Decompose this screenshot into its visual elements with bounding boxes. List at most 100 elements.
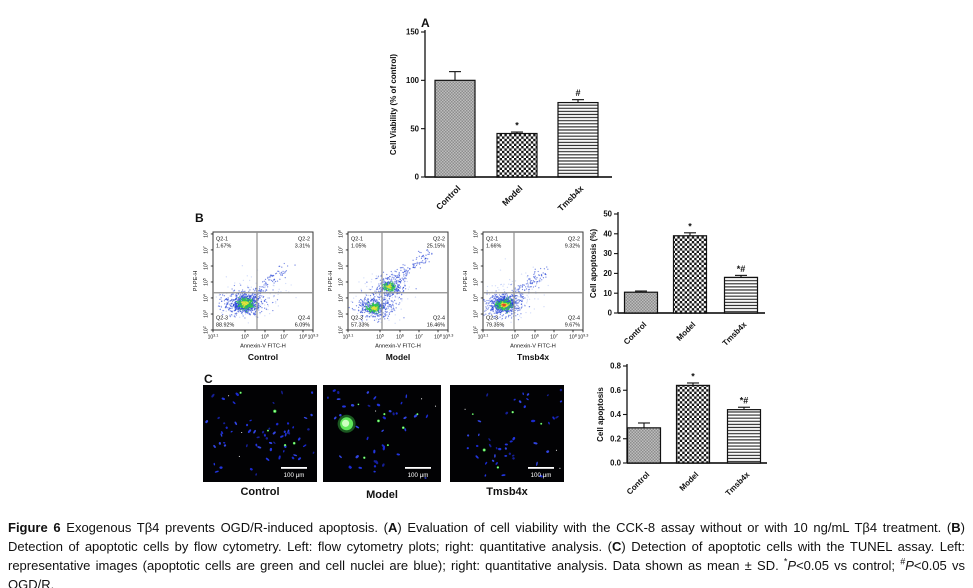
axis-tick-label: 104 [203, 294, 210, 302]
caption-segment: ) Evaluation of cell viability with the … [397, 520, 952, 535]
axis-tick-label: 103 [203, 310, 210, 318]
axis-tick-label: 109.3 [578, 334, 589, 341]
quadrant-q2-3-name: Q2-3 [216, 316, 228, 322]
quadrant-q2-4-name: Q2-4 [433, 316, 445, 322]
axis-tick-label: 104 [338, 294, 345, 302]
axis-tick-label: 106 [261, 334, 269, 341]
quadrant-q2-4-value: 9.67% [565, 323, 580, 329]
axis-tick-label: 107 [203, 246, 210, 254]
axis-tick-label: 105 [511, 334, 519, 341]
x-category-label: Model [500, 183, 524, 207]
bar-model [672, 235, 708, 314]
axis-tick-label: 107 [415, 334, 423, 341]
quadrant-q2-1-name: Q2-1 [486, 237, 498, 243]
quadrant-q2-1-value: 1.67% [216, 244, 231, 250]
bar-tmsb4x [557, 101, 599, 178]
axis-tick-label: 108 [338, 230, 345, 238]
axis-tick-label: 105 [473, 278, 480, 286]
quadrant-q2-2-value: 3.31% [295, 244, 310, 250]
panel-c-label: C [204, 372, 213, 386]
quadrant-q2-3-value: 88.92% [216, 323, 234, 329]
quadrant-q2-2-value: 9.32% [565, 244, 580, 250]
scale-bar-label: 100 μm [284, 472, 305, 479]
bar-tmsb4x [723, 276, 759, 314]
y-axis-label: Cell apoptosis [596, 387, 605, 442]
flow-cytometry-plot-tmsb4x: Q2-11.66% Q2-29.32% Q2-379.35% Q2-49.67% 103… [463, 230, 589, 362]
significance-label: * [688, 221, 692, 231]
quadrant-q2-1-name: Q2-1 [351, 237, 363, 243]
axis-tick-label: 105 [376, 334, 384, 341]
x-category-label: Tmsb4x [724, 470, 752, 498]
axis-tick-label: 105 [241, 334, 249, 341]
quadrant-q2-4-value: 6.09% [295, 323, 310, 329]
caption-segment: B [951, 520, 961, 535]
caption-segment: Exogenous Tβ4 prevents OGD/R-induced apo… [60, 520, 388, 535]
quadrant-q2-1-value: 1.66% [486, 244, 501, 250]
tunel-image-label-control: Control [240, 486, 280, 498]
axis-tick-label: 108 [473, 230, 480, 238]
tunel-image-model: 100 μm [323, 385, 441, 482]
x-category-label: Model [675, 320, 698, 343]
quadrant-q2-3-name: Q2-3 [351, 316, 363, 322]
x-category-label: Control [434, 183, 462, 211]
x-category-label: Control [625, 470, 651, 496]
significance-label: # [575, 88, 580, 98]
caption-segment: ) Detection of apoptotic cells with the … [8, 539, 966, 573]
axis-tick-label: 106 [203, 262, 210, 270]
axis-tick-label: 102 [338, 326, 345, 334]
y-axis-label: PI-PE-H [328, 271, 334, 292]
y-tick-label: 0.8 [610, 362, 622, 371]
panel-b-label: B [195, 211, 204, 225]
axis-tick-label: 106 [473, 262, 480, 270]
axis-tick-label: 109.3 [308, 334, 319, 341]
axis-tick-label: 107 [550, 334, 558, 341]
significance-label: *# [740, 396, 749, 406]
axis-tick-label: 103 [473, 310, 480, 318]
axis-tick-label: 103 [338, 310, 345, 318]
scale-bar [528, 467, 554, 469]
axis-tick-label: 108 [569, 334, 577, 341]
flow-plot-title: Tmsb4x [517, 352, 549, 362]
scale-bar [405, 467, 431, 469]
y-tick-label: 0.4 [610, 410, 622, 419]
axis-tick-label: 109.3 [443, 334, 454, 341]
caption-segment: A [387, 520, 398, 535]
bar-tmsb4x [726, 409, 762, 464]
y-tick-label: 0.0 [610, 459, 622, 468]
bar-model [675, 384, 711, 464]
axis-tick-label: 105 [338, 278, 345, 286]
tunel-image-label-tmsb4x: Tmsb4x [486, 486, 528, 498]
quadrant-q2-4-value: 16.46% [427, 323, 445, 329]
y-tick-label: 20 [603, 269, 612, 278]
axis-tick-label: 106 [396, 334, 404, 341]
axis-tick-label: 103.1 [343, 334, 354, 341]
y-tick-label: 10 [603, 289, 612, 298]
quadrant-q2-2-name: Q2-2 [298, 237, 310, 243]
cck8-viability-bar-chart: 0 50 100 150 Cell Viability (% of control) Co… [389, 28, 612, 213]
quadrant-q2-3-name: Q2-3 [486, 316, 498, 322]
quadrant-q2-2-value: 25.15% [427, 244, 445, 250]
apoptosis-percent-bar-chart: 0 10 20 30 40 50 Cell apoptosis (%) Control * Mod… [589, 210, 765, 348]
axis-tick-label: 108 [299, 334, 307, 341]
y-axis-label: PI-PE-H [463, 271, 469, 292]
flow-plot-title: Model [386, 352, 411, 362]
quadrant-q2-2-name: Q2-2 [433, 237, 445, 243]
caption-segment: P [905, 558, 914, 573]
quadrant-q2-4-name: Q2-4 [298, 316, 310, 322]
tunel-image-tmsb4x: 100 μm [450, 385, 564, 482]
bar-model [496, 132, 538, 178]
bar-control [626, 427, 662, 464]
significance-label: *# [737, 264, 746, 274]
flow-cytometry-plot-control: Q2-11.67% Q2-23.31% Q2-388.92% Q2-46.09% 103… [193, 230, 319, 362]
tunel-image-control: 100 μm [203, 385, 317, 482]
quadrant-q2-3-value: 57.33% [351, 323, 369, 329]
axis-tick-label: 102 [203, 326, 210, 334]
y-tick-label: 30 [603, 249, 612, 258]
y-tick-label: 0.2 [610, 434, 622, 443]
y-tick-label: 0.6 [610, 386, 622, 395]
bar-control [623, 291, 659, 314]
y-tick-label: 40 [603, 229, 612, 238]
quadrant-q2-1-name: Q2-1 [216, 237, 228, 243]
x-axis-label: Annexin-V FITC-H [510, 344, 556, 350]
